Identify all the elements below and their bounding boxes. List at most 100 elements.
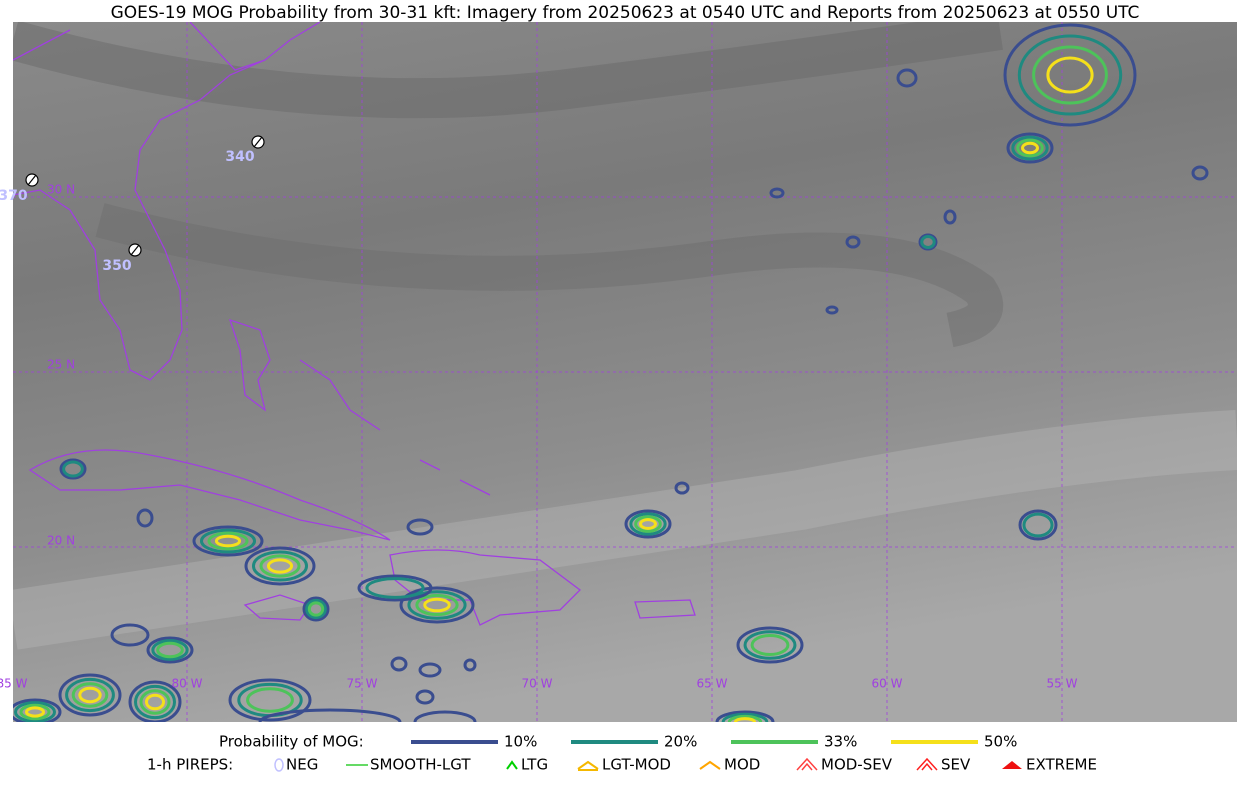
- contour: [736, 626, 804, 664]
- contour: [721, 712, 769, 722]
- contour: [71, 682, 109, 708]
- contour: [943, 209, 957, 225]
- moist-band: [13, 410, 1237, 650]
- contour: [413, 710, 477, 722]
- contour: [19, 703, 51, 721]
- contour: [418, 662, 442, 678]
- contour: [1032, 45, 1108, 105]
- lon-label: 85 W: [0, 677, 28, 691]
- contour: [302, 596, 330, 622]
- legend-icon: [796, 757, 818, 771]
- contour: [733, 717, 757, 722]
- pirep-icon-slash: [27, 174, 37, 186]
- lon-label: 75 W: [347, 677, 378, 691]
- contour: [65, 677, 115, 713]
- contour: [1022, 512, 1054, 538]
- contour: [14, 701, 56, 722]
- contour: [727, 714, 763, 722]
- legend-label: MOD-SEV: [821, 756, 893, 774]
- contour: [128, 680, 182, 722]
- contour: [407, 590, 467, 620]
- legend-label: 20%: [664, 733, 697, 751]
- legend-icon: [916, 757, 938, 771]
- contour: [192, 525, 264, 557]
- dry-band: [13, 22, 1003, 119]
- contour: [258, 708, 402, 722]
- contour: [629, 512, 667, 536]
- title: GOES-19 MOG Probability from 30-31 kft: …: [111, 3, 1140, 23]
- contour: [266, 558, 294, 574]
- legend-label: MOD: [724, 756, 760, 774]
- contour: [918, 233, 938, 251]
- contour: [110, 623, 150, 647]
- contour: [1046, 56, 1094, 94]
- contour: [58, 673, 122, 717]
- legend-icon: [699, 760, 721, 770]
- contour: [62, 460, 84, 478]
- legend-label: NEG: [286, 756, 318, 774]
- contour: [406, 518, 434, 536]
- contour: [139, 689, 171, 715]
- lon-label: 55 W: [1047, 677, 1078, 691]
- legend-label: EXTREME: [1026, 756, 1097, 774]
- contour: [259, 554, 301, 578]
- contour: [1006, 132, 1054, 164]
- legend-label: 10%: [504, 733, 537, 751]
- lon-label: 70 W: [522, 677, 553, 691]
- contour: [639, 518, 657, 530]
- legend-icon: [1002, 761, 1022, 769]
- lat-label: 25 N: [47, 358, 75, 372]
- legend-label: 33%: [824, 733, 857, 751]
- contour: [365, 577, 425, 599]
- legend-icon: [506, 760, 518, 770]
- legend-label: SEV: [941, 756, 971, 774]
- pirep-icon-slash: [253, 136, 263, 148]
- contour: [244, 546, 316, 586]
- contour: [415, 593, 459, 617]
- contour: [228, 678, 312, 722]
- contour: [1021, 141, 1039, 155]
- contour: [896, 68, 918, 88]
- lat-label: 30 N: [47, 183, 75, 197]
- contour: [1018, 509, 1058, 541]
- contour: [1011, 135, 1049, 161]
- contour: [920, 235, 936, 249]
- pirep-label: 350: [102, 258, 131, 274]
- contour: [390, 656, 408, 672]
- contour: [750, 633, 790, 657]
- contour: [246, 687, 294, 713]
- pirep-icon-slash: [130, 244, 140, 256]
- lon-label: 60 W: [872, 677, 903, 691]
- contour: [634, 515, 662, 533]
- lon-label: 80 W: [172, 677, 203, 691]
- contour: [307, 601, 325, 617]
- contour: [769, 187, 785, 199]
- contour: [825, 305, 839, 315]
- lat-label: 20 N: [47, 534, 75, 548]
- contour: [1017, 34, 1123, 116]
- contour: [78, 686, 102, 704]
- mog-contours: [13, 23, 1209, 722]
- contour: [156, 641, 184, 659]
- legend-label: SMOOTH-LGT: [370, 756, 471, 774]
- map-labels: 30 N 25 N 20 N 85 W 80 W 75 W 70 W 65 W 60 W 55 W…: [0, 135, 1078, 691]
- legend-icon: [274, 758, 284, 772]
- legend-icon: [577, 760, 599, 771]
- contour: [251, 550, 309, 582]
- contour: [199, 528, 257, 554]
- legend: Probability of MOG: 10% 20% 33% 50% 1-h PIREP…: [147, 733, 1097, 774]
- graticule: [13, 22, 1237, 722]
- legend-label: 50%: [984, 733, 1017, 751]
- contour: [25, 706, 45, 718]
- contour: [145, 693, 165, 711]
- contour: [1003, 23, 1137, 127]
- contour: [624, 509, 672, 539]
- contour: [136, 508, 154, 528]
- contour: [214, 534, 242, 548]
- legend-title: Probability of MOG:: [219, 733, 364, 751]
- contour: [59, 458, 87, 480]
- legend-title: 1-h PIREPS:: [147, 756, 233, 774]
- dry-band: [95, 203, 1004, 348]
- contour: [1016, 138, 1044, 158]
